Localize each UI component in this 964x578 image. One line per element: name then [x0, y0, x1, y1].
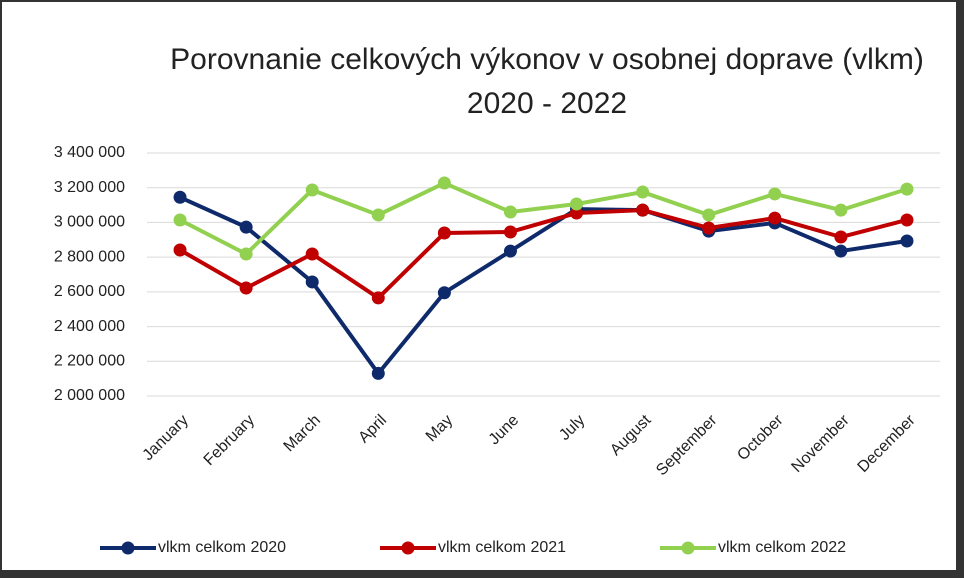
- data-point: [437, 226, 451, 240]
- legend-marker: [681, 541, 695, 555]
- data-point: [834, 203, 848, 217]
- data-point: [570, 206, 584, 220]
- data-point: [503, 244, 517, 258]
- y-tick-label: 3 200 000: [54, 179, 125, 196]
- series-line: [179, 195, 908, 376]
- y-tick-label: 2 600 000: [54, 283, 125, 300]
- data-point: [636, 185, 650, 199]
- legend-marker: [401, 541, 415, 555]
- x-tick-label: October: [734, 411, 787, 464]
- data-point: [305, 247, 319, 261]
- data-point: [371, 366, 385, 380]
- y-tick-label: 3 400 000: [54, 144, 125, 161]
- x-tick-label: July: [556, 412, 588, 444]
- chart-title: Porovnanie celkových výkonov v osobnej d…: [170, 43, 924, 120]
- data-point: [834, 230, 848, 244]
- data-point: [371, 291, 385, 305]
- data-point: [371, 208, 385, 222]
- data-point: [239, 220, 253, 234]
- x-tick-label: April: [355, 412, 390, 447]
- x-tick-label: December: [855, 411, 920, 476]
- x-tick-label: March: [281, 412, 324, 455]
- data-point: [305, 183, 319, 197]
- data-point: [437, 286, 451, 300]
- data-point: [173, 190, 187, 204]
- legend-label: vlkm celkom 2020: [158, 539, 286, 556]
- x-tick-label: June: [486, 412, 523, 449]
- x-tick-label: November: [788, 411, 853, 476]
- x-tick-label: September: [653, 411, 721, 479]
- x-tick-label: February: [201, 412, 258, 469]
- x-tick-label: January: [140, 412, 192, 464]
- x-tick-label: August: [607, 411, 655, 459]
- y-tick-label: 2 000 000: [54, 387, 125, 404]
- y-tick-label: 2 800 000: [54, 248, 125, 265]
- y-tick-label: 2 400 000: [54, 318, 125, 335]
- data-point: [702, 208, 716, 222]
- data-point: [173, 213, 187, 227]
- data-point: [900, 182, 914, 196]
- data-point: [834, 244, 848, 258]
- legend-label: vlkm celkom 2021: [438, 539, 566, 556]
- y-tick-label: 3 000 000: [54, 214, 125, 231]
- legend-marker: [121, 541, 135, 555]
- data-point: [239, 281, 253, 295]
- series-line: [179, 181, 908, 257]
- data-point: [570, 197, 584, 211]
- data-point: [702, 221, 716, 235]
- data-point: [636, 203, 650, 217]
- data-point: [503, 225, 517, 239]
- data-point: [768, 211, 782, 225]
- data-point: [305, 275, 319, 289]
- data-point: [239, 247, 253, 261]
- data-point: [768, 187, 782, 201]
- y-tick-label: 2 200 000: [54, 353, 125, 370]
- legend-label: vlkm celkom 2022: [718, 539, 846, 556]
- data-point: [900, 213, 914, 227]
- series-line: [179, 208, 908, 300]
- x-tick-label: May: [423, 412, 456, 445]
- data-point: [437, 176, 451, 190]
- data-point: [503, 205, 517, 219]
- data-point: [173, 243, 187, 257]
- data-point: [900, 234, 914, 248]
